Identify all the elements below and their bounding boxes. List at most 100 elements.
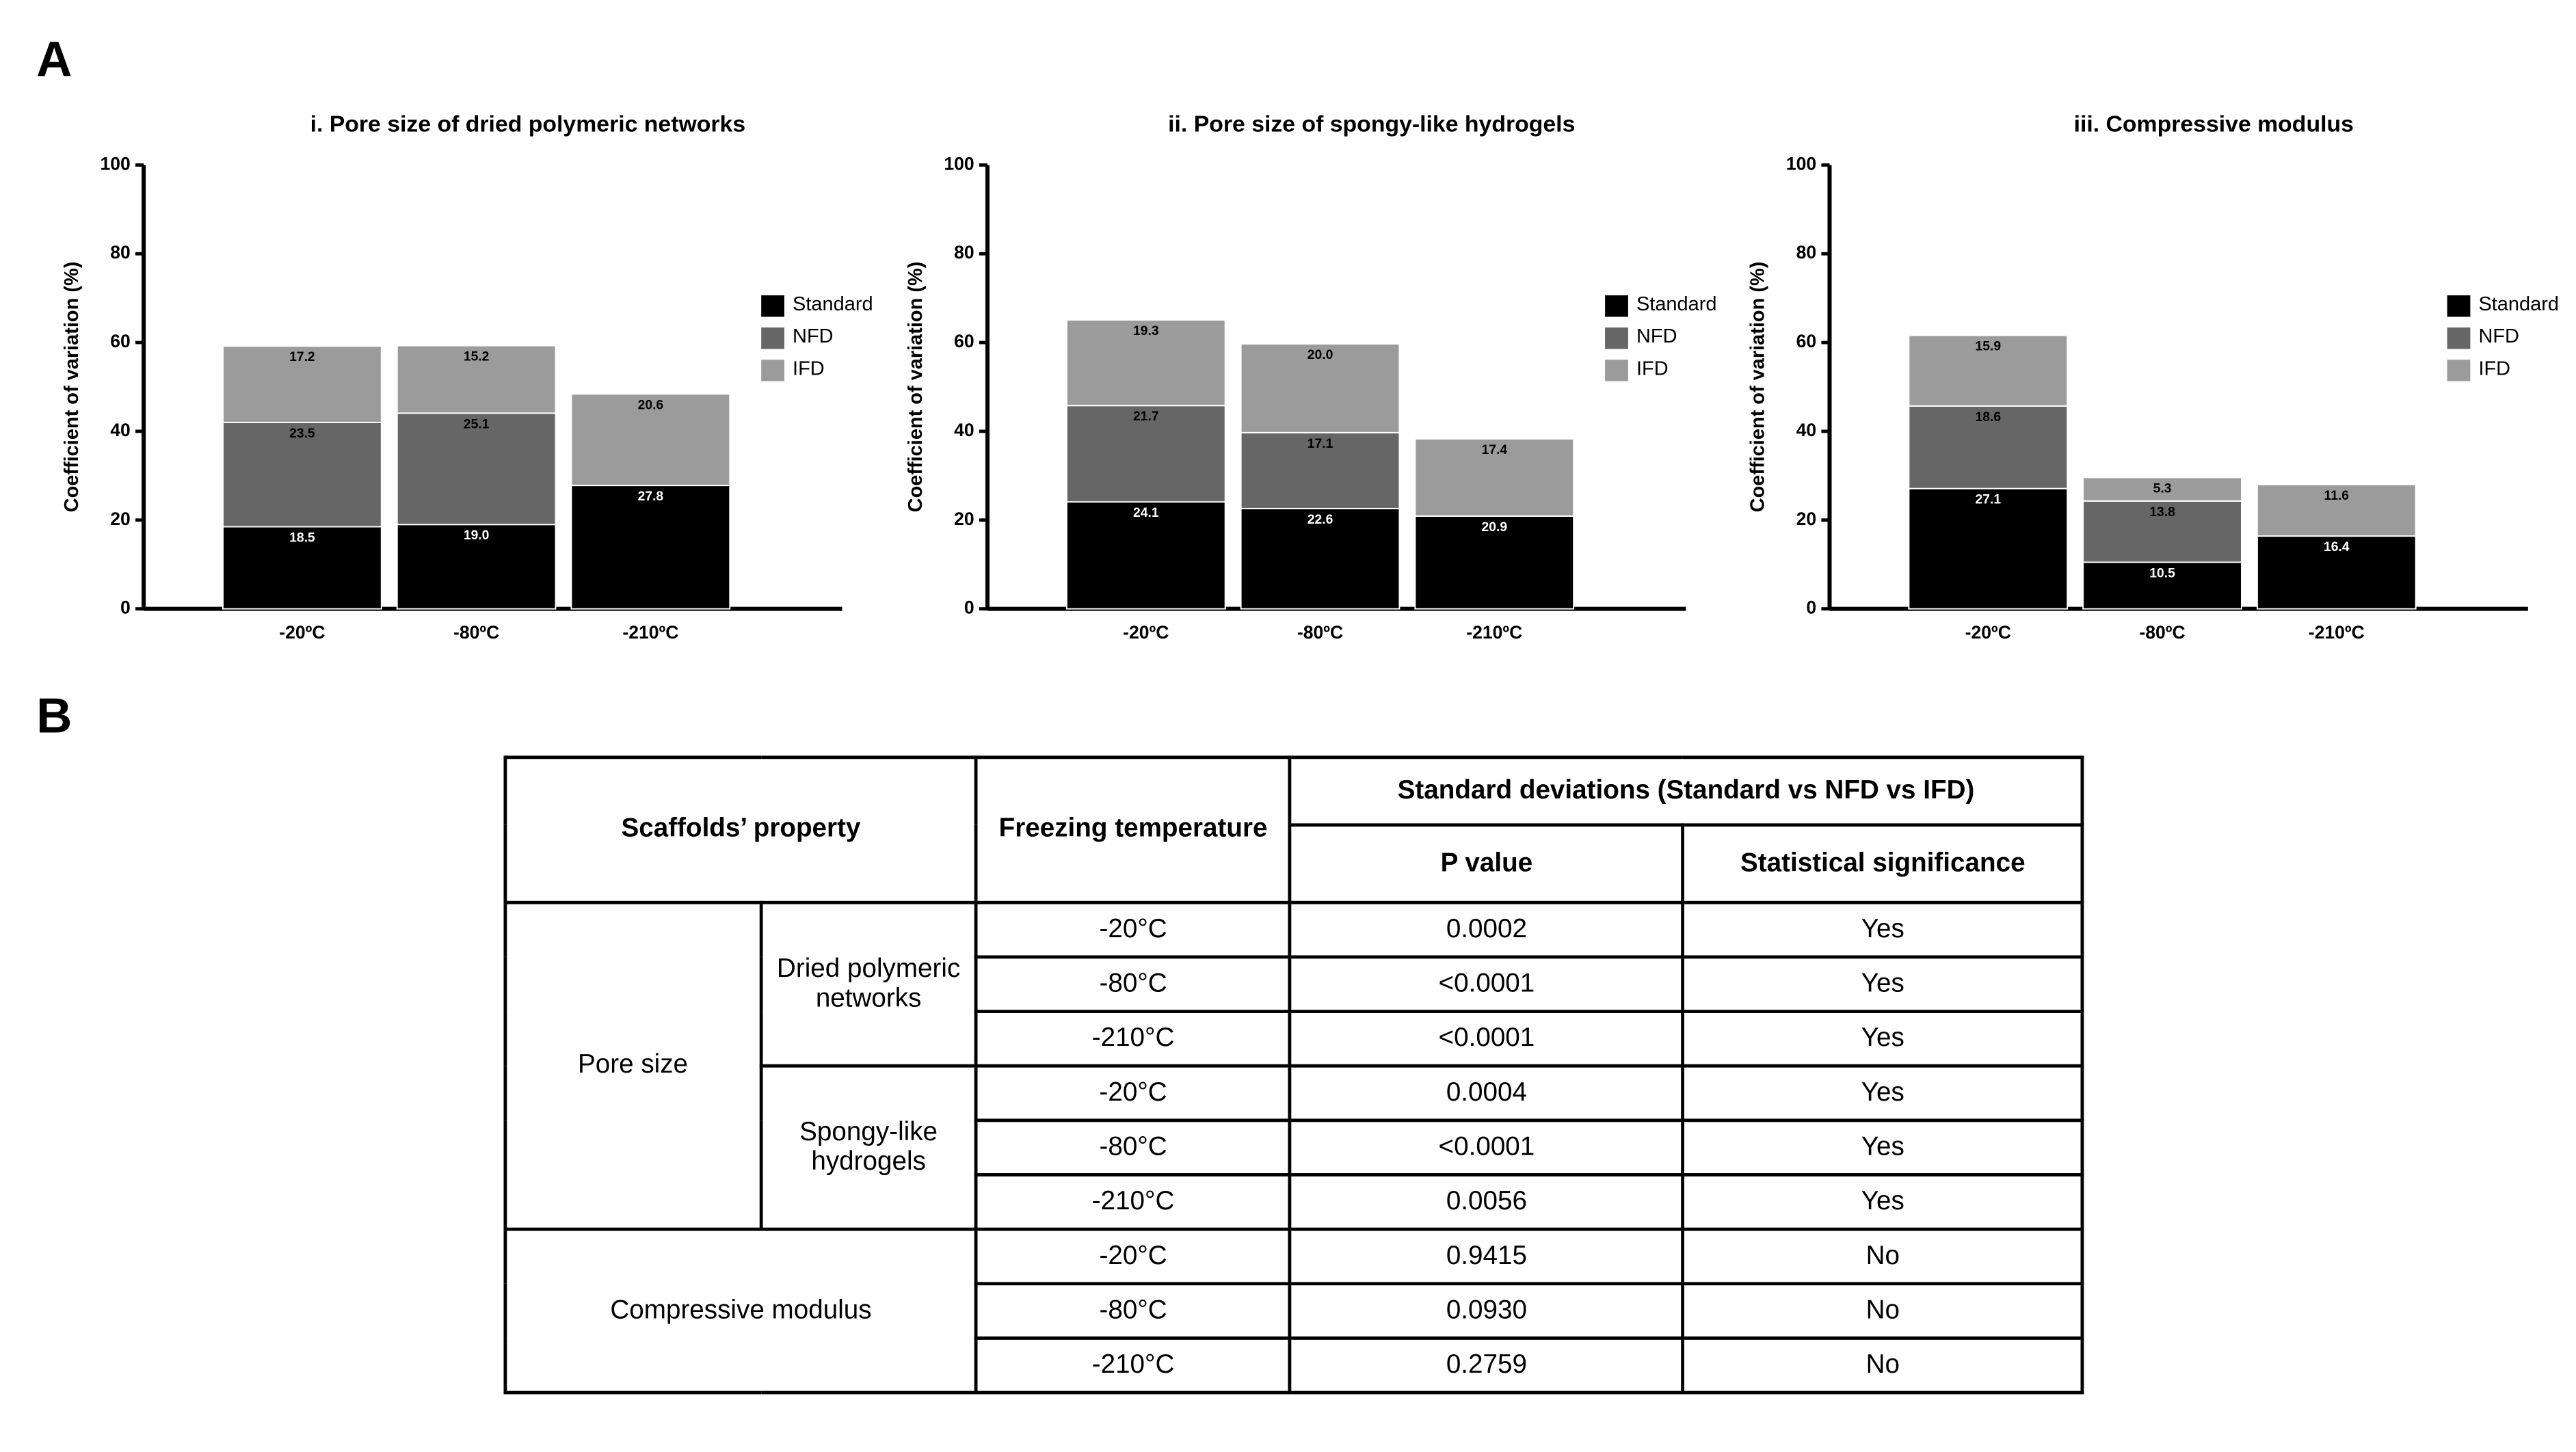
table-cell: 0.0002 — [1288, 900, 1686, 959]
x-tick-label: -210ºC — [622, 622, 678, 643]
value-label: 17.1 — [1307, 437, 1333, 451]
value-label: 15.2 — [464, 350, 490, 364]
header-cell: Scaffolds’ property — [503, 755, 979, 904]
bar-segment — [396, 345, 557, 414]
y-tick-label: 60 — [954, 331, 974, 351]
table-row: -80°C <0.0001 Yes — [505, 1118, 2084, 1177]
value-label: 18.5 — [289, 530, 315, 545]
x-tick-label: -20ºC — [279, 622, 325, 643]
table-row: Scaffolds’ property Freezing temperature S… — [503, 755, 2084, 904]
x-tick-label: -210ºC — [2309, 622, 2365, 643]
table-cell: -20°C — [974, 900, 1292, 959]
bar-segment — [222, 421, 382, 528]
table-row: -80°C <0.0001 Yes — [505, 955, 2084, 1013]
x-tick-label: -210ºC — [1466, 622, 1522, 643]
y-tick-label: 20 — [1796, 509, 1817, 529]
y-tick-label: 60 — [1796, 331, 1817, 351]
value-label: 5.3 — [2153, 481, 2172, 496]
value-label: 10.5 — [2149, 566, 2175, 580]
table-cell: No — [1682, 1282, 2084, 1340]
y-tick-label: 100 — [1786, 153, 1816, 174]
y-axis-label: Coefficient of variation (%) — [905, 262, 927, 513]
legend-label: Standard — [2478, 293, 2559, 315]
table-cell: No — [1682, 1227, 2084, 1286]
x-tick-label: -80ºC — [1297, 622, 1343, 643]
bar-segment — [1240, 343, 1400, 433]
value-label: 20.6 — [638, 398, 664, 412]
value-label: 22.6 — [1307, 513, 1333, 527]
table-cell: -20°C — [974, 1227, 1292, 1286]
legend-label: Standard — [1636, 293, 1717, 315]
header-cell: Freezing temperature — [974, 755, 1292, 904]
table-cell: -20°C — [974, 1064, 1292, 1122]
y-axis-label: Coefficient of variation (%) — [61, 262, 83, 513]
chart-title: ii. Pore size of spongy-like hydrogels — [1168, 111, 1575, 137]
value-label: 17.2 — [289, 350, 315, 364]
bar-segment — [2256, 483, 2417, 537]
bar-segment — [570, 485, 731, 610]
x-tick-label: -20ºC — [1123, 622, 1169, 643]
legend-swatch — [1605, 327, 1628, 349]
y-tick-label: 40 — [110, 420, 131, 440]
bar-segment — [1240, 507, 1400, 610]
bar-segment — [1414, 438, 1575, 517]
table-cell: 0.2759 — [1288, 1336, 1686, 1395]
table-row: Compressive modulus -20°C 0.9415 No — [503, 1227, 2084, 1395]
table-cell: Yes — [1682, 1064, 2084, 1122]
table-cell: -80°C — [974, 955, 1292, 1013]
y-tick-label: 0 — [1806, 597, 1816, 618]
table-cell: -80°C — [974, 1118, 1292, 1177]
bar-segment — [1908, 405, 2069, 489]
header-cell: Statistical significance — [1682, 823, 2084, 904]
y-tick-label: 100 — [944, 153, 974, 174]
y-tick-label: 80 — [954, 242, 974, 263]
y-tick-label: 0 — [964, 597, 974, 618]
table-row: Pore size Dried polymeric networks -20°C 0.… — [503, 900, 2084, 1231]
y-tick-label: 40 — [954, 420, 974, 440]
legend-label: NFD — [2478, 325, 2519, 347]
bar-segment — [1908, 334, 2069, 407]
y-tick-label: 40 — [1796, 420, 1817, 440]
legend-label: NFD — [1636, 325, 1677, 347]
table-cell: Yes — [1682, 955, 2084, 1013]
value-label: 24.1 — [1133, 506, 1159, 520]
table-row: -80°C 0.0930 No — [505, 1282, 2084, 1340]
table-cell: -210°C — [974, 1010, 1292, 1068]
x-tick-label: -80ºC — [453, 622, 499, 643]
table-cell: Yes — [1682, 1173, 2084, 1231]
y-tick-label: 80 — [1796, 242, 1817, 263]
y-axis-label: Coefficient of variation (%) — [1747, 262, 1768, 513]
legend-label: Standard — [793, 293, 873, 315]
legend-swatch — [2447, 295, 2471, 317]
y-tick-label: 20 — [110, 509, 131, 529]
header-cell: Standard deviations (Standard vs NFD vs … — [1288, 755, 2084, 827]
panel-label: B — [36, 689, 72, 744]
value-label: 27.8 — [638, 489, 664, 504]
value-label: 17.4 — [1482, 443, 1508, 457]
bar-segment — [2082, 500, 2242, 563]
bar-segment — [1240, 431, 1400, 509]
bar-segment — [2082, 476, 2242, 502]
bar-segment — [1065, 501, 1226, 610]
bar-segment — [1908, 487, 2069, 610]
chart-title: i. Pore size of dried polymeric networks — [310, 111, 746, 137]
legend-label: IFD — [2478, 358, 2510, 379]
value-label: 21.7 — [1133, 409, 1159, 424]
table-cell: <0.0001 — [1288, 1118, 1686, 1177]
bar-segment — [396, 412, 557, 526]
value-label: 13.8 — [2149, 505, 2175, 520]
table-cell: -80°C — [974, 1282, 1292, 1340]
subgroup-cell: Dried polymeric networks — [758, 900, 979, 1068]
table-cell: <0.0001 — [1288, 955, 1686, 1013]
y-tick-label: 0 — [120, 597, 131, 618]
value-label: 19.3 — [1133, 324, 1159, 338]
table-cell: 0.9415 — [1288, 1227, 1686, 1286]
value-label: 27.1 — [1976, 493, 2002, 507]
legend-label: IFD — [1636, 358, 1669, 379]
table-row: -210°C <0.0001 Yes — [505, 1010, 2084, 1068]
legend-swatch — [1605, 360, 1628, 381]
x-tick-label: -80ºC — [2139, 622, 2185, 643]
chart-title: iii. Compressive modulus — [2074, 111, 2354, 137]
